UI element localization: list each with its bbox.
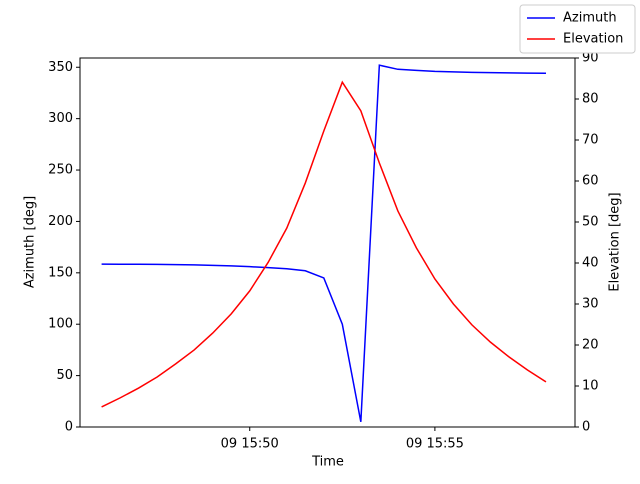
y-tick-label: 150 (48, 265, 73, 280)
y2-tick-label: 70 (582, 133, 599, 148)
legend-box (519, 4, 636, 54)
y2-tick-label: 80 (582, 92, 599, 107)
y2-tick-label: 20 (582, 338, 599, 353)
y2-axis-label: Elevation [deg] (608, 192, 623, 291)
y-axis-label: Azimuth [deg] (23, 196, 38, 288)
series-line (101, 64, 546, 422)
x-tick-label: 09 15:55 (406, 437, 464, 452)
y-tick-label: 250 (48, 163, 73, 178)
y2-tick-label: 90 (582, 51, 599, 66)
plot-frame (79, 57, 576, 428)
y-tick-label: 300 (48, 111, 73, 126)
y2-tick-label: 40 (582, 256, 599, 271)
y2-tick-label: 0 (582, 420, 590, 435)
y-tick-label: 100 (48, 317, 73, 332)
y-tick-label: 200 (48, 214, 73, 229)
y-tick-label: 0 (65, 420, 73, 435)
x-axis-label: Time (311, 455, 344, 470)
legend-label: Elevation (563, 32, 623, 47)
y-tick-label: 50 (56, 368, 73, 383)
legend-label: Azimuth (563, 11, 617, 26)
y-tick-label: 350 (48, 60, 73, 75)
y2-tick-label: 10 (582, 379, 599, 394)
series-line (101, 80, 547, 408)
y2-tick-label: 50 (582, 215, 599, 230)
x-tick-label: 09 15:50 (221, 437, 279, 452)
y2-tick-label: 30 (582, 297, 599, 312)
y2-tick-label: 60 (582, 174, 599, 189)
